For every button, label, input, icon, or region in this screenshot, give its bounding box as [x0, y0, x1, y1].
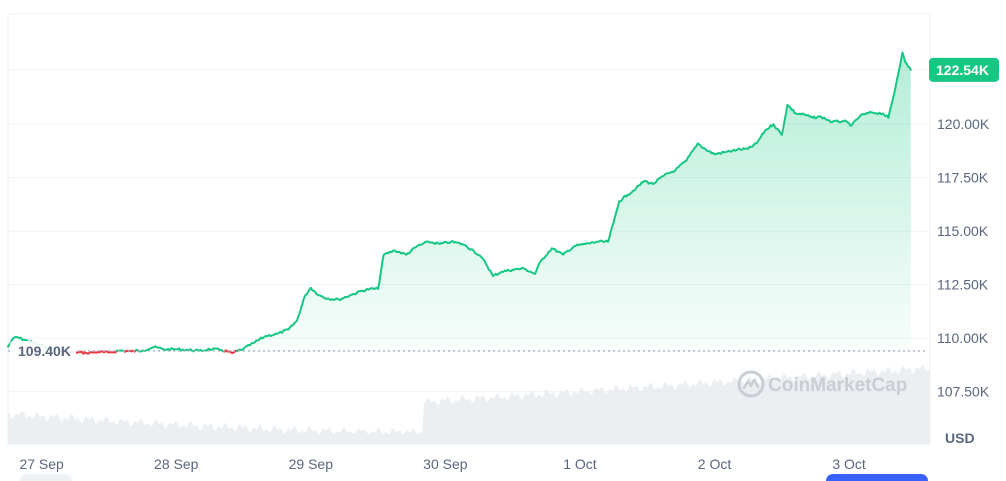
x-tick-label: 27 Sep	[19, 456, 64, 472]
price-line-above-reference	[236, 51, 912, 352]
y-tick-label: 120.00K	[937, 116, 990, 132]
volume-shape	[8, 365, 930, 444]
coinmarketcap-watermark: CoinMarketCap	[737, 370, 907, 398]
y-tick-label: 117.50K	[937, 170, 989, 186]
y-axis: 120.00K 117.50K 115.00K 112.50K 110.00K 107.5…	[937, 116, 990, 399]
y-tick-label: 115.00K	[937, 223, 989, 239]
range-selector-handle[interactable]	[826, 474, 928, 481]
x-tick-label: 28 Sep	[154, 456, 199, 472]
price-line-above-reference	[135, 345, 227, 353]
price-area-fill	[8, 52, 911, 351]
volume-area	[8, 365, 930, 444]
current-price-badge: 122.54K	[929, 57, 999, 82]
watermark-text: CoinMarketCap	[768, 375, 907, 396]
current-price-value: 122.54K	[936, 62, 989, 78]
x-tick-label: 1 Oct	[563, 456, 597, 472]
x-axis: 27 Sep 28 Sep 29 Sep 30 Sep 1 Oct 2 Oct 3 Oct	[19, 456, 865, 472]
currency-label: USD	[945, 430, 975, 446]
y-tick-label: 110.00K	[937, 330, 989, 346]
x-tick-label: 29 Sep	[289, 456, 334, 472]
left-scroll-handle[interactable]	[20, 474, 72, 481]
reference-label: 109.40K	[10, 340, 76, 361]
x-tick-label: 2 Oct	[698, 456, 732, 472]
bottom-controls	[20, 474, 928, 481]
x-tick-label: 30 Sep	[423, 456, 468, 472]
y-tick-label: 107.50K	[937, 384, 990, 400]
y-tick-label: 112.50K	[937, 277, 989, 293]
reference-value: 109.40K	[18, 343, 71, 359]
coinmarketcap-logo-icon	[737, 370, 765, 398]
price-area	[8, 52, 911, 351]
x-tick-label: 3 Oct	[832, 456, 866, 472]
